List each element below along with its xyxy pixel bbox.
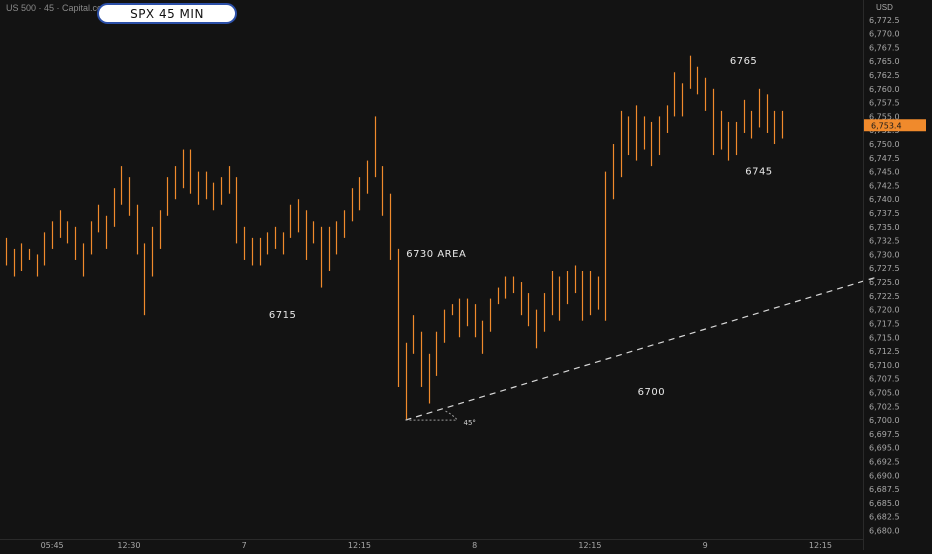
- last-price-label: 6,753.4: [871, 121, 902, 130]
- price-bars: [5, 55, 784, 421]
- currency-label[interactable]: USD: [876, 3, 893, 12]
- price-tick-label: 6,695.0: [869, 444, 900, 453]
- price-tick-label: 6,692.5: [869, 457, 900, 466]
- price-tick-label: 6,767.5: [869, 43, 900, 52]
- price-tick-label: 6,682.5: [869, 513, 900, 522]
- price-tick-label: 6,730.0: [869, 250, 900, 259]
- price-tick-label: 6,770.0: [869, 30, 900, 39]
- price-tick-label: 6,707.5: [869, 375, 900, 384]
- price-tick-label: 6,732.5: [869, 237, 900, 246]
- time-tick-label: 12:30: [117, 541, 140, 550]
- price-tick-label: 6,705.0: [869, 388, 900, 397]
- price-tick-label: 6,712.5: [869, 347, 900, 356]
- price-tick-label: 6,760.0: [869, 85, 900, 94]
- price-tick-label: 6,745.0: [869, 168, 900, 177]
- time-tick-label: 12:15: [578, 541, 601, 550]
- price-tick-label: 6,685.0: [869, 499, 900, 508]
- price-annotation: 6745: [745, 166, 772, 177]
- price-tick-label: 6,735.0: [869, 223, 900, 232]
- price-tick-label: 6,715.0: [869, 333, 900, 342]
- price-tick-label: 6,727.5: [869, 264, 900, 273]
- price-axis-divider: [863, 0, 864, 550]
- price-annotation: 6700: [638, 387, 665, 398]
- price-tick-label: 6,747.5: [869, 154, 900, 163]
- price-tick-label: 6,755.0: [869, 112, 900, 121]
- price-tick-label: 6,737.5: [869, 209, 900, 218]
- price-tick-label: 6,720.0: [869, 306, 900, 315]
- price-tick-label: 6,710.0: [869, 361, 900, 370]
- price-tick-label: 6,742.5: [869, 181, 900, 190]
- time-tick-label: 9: [703, 541, 708, 550]
- price-tick-label: 6,690.0: [869, 471, 900, 480]
- price-tick-label: 6,717.5: [869, 319, 900, 328]
- trendline-layer: 45°: [405, 275, 879, 427]
- time-tick-label: 05:45: [41, 541, 64, 550]
- price-annotation: 6765: [730, 56, 757, 67]
- annotation-layer: 6765 6745 6730 AREA 6715 6700: [269, 56, 772, 398]
- symbol-info: US 500 · 45 · Capital.com: [6, 3, 110, 13]
- price-tick-label: 6,687.5: [869, 485, 900, 494]
- price-tick-label: 6,750.0: [869, 140, 900, 149]
- price-tick-label: 6,740.0: [869, 195, 900, 204]
- price-tick-label: 6,722.5: [869, 292, 900, 301]
- price-tick-label: 6,762.5: [869, 71, 900, 80]
- time-tick-label: 7: [242, 541, 247, 550]
- price-axis: 6,680.0 6,682.5 6,685.0 6,687.5 6,690.0 6,692…: [864, 16, 926, 535]
- angle-label: 45°: [464, 419, 476, 427]
- price-tick-label: 6,757.5: [869, 99, 900, 108]
- price-tick-label: 6,680.0: [869, 526, 900, 535]
- price-tick-label: 6,772.5: [869, 16, 900, 25]
- angle-arc: [445, 410, 458, 421]
- time-tick-label: 12:15: [809, 541, 832, 550]
- price-tick-label: 6,700.0: [869, 416, 900, 425]
- price-annotation: 6715: [269, 310, 296, 321]
- last-price-tag: [864, 119, 926, 132]
- price-annotation: 6730 AREA: [406, 249, 466, 260]
- price-tick-label: 6,697.5: [869, 430, 900, 439]
- time-tick-label: 8: [472, 541, 477, 550]
- price-tick-label: 6,765.0: [869, 57, 900, 66]
- price-tick-label: 6,725.0: [869, 278, 900, 287]
- time-tick-label: 12:15: [348, 541, 371, 550]
- trendline: [405, 275, 879, 421]
- price-tick-label: 6,702.5: [869, 402, 900, 411]
- time-axis-divider: [0, 539, 863, 540]
- time-axis: 05:45 12:30 7 12:15 8 12:15 9 12:15: [41, 541, 832, 550]
- chart-title-badge[interactable]: SPX 45 MIN: [97, 3, 237, 24]
